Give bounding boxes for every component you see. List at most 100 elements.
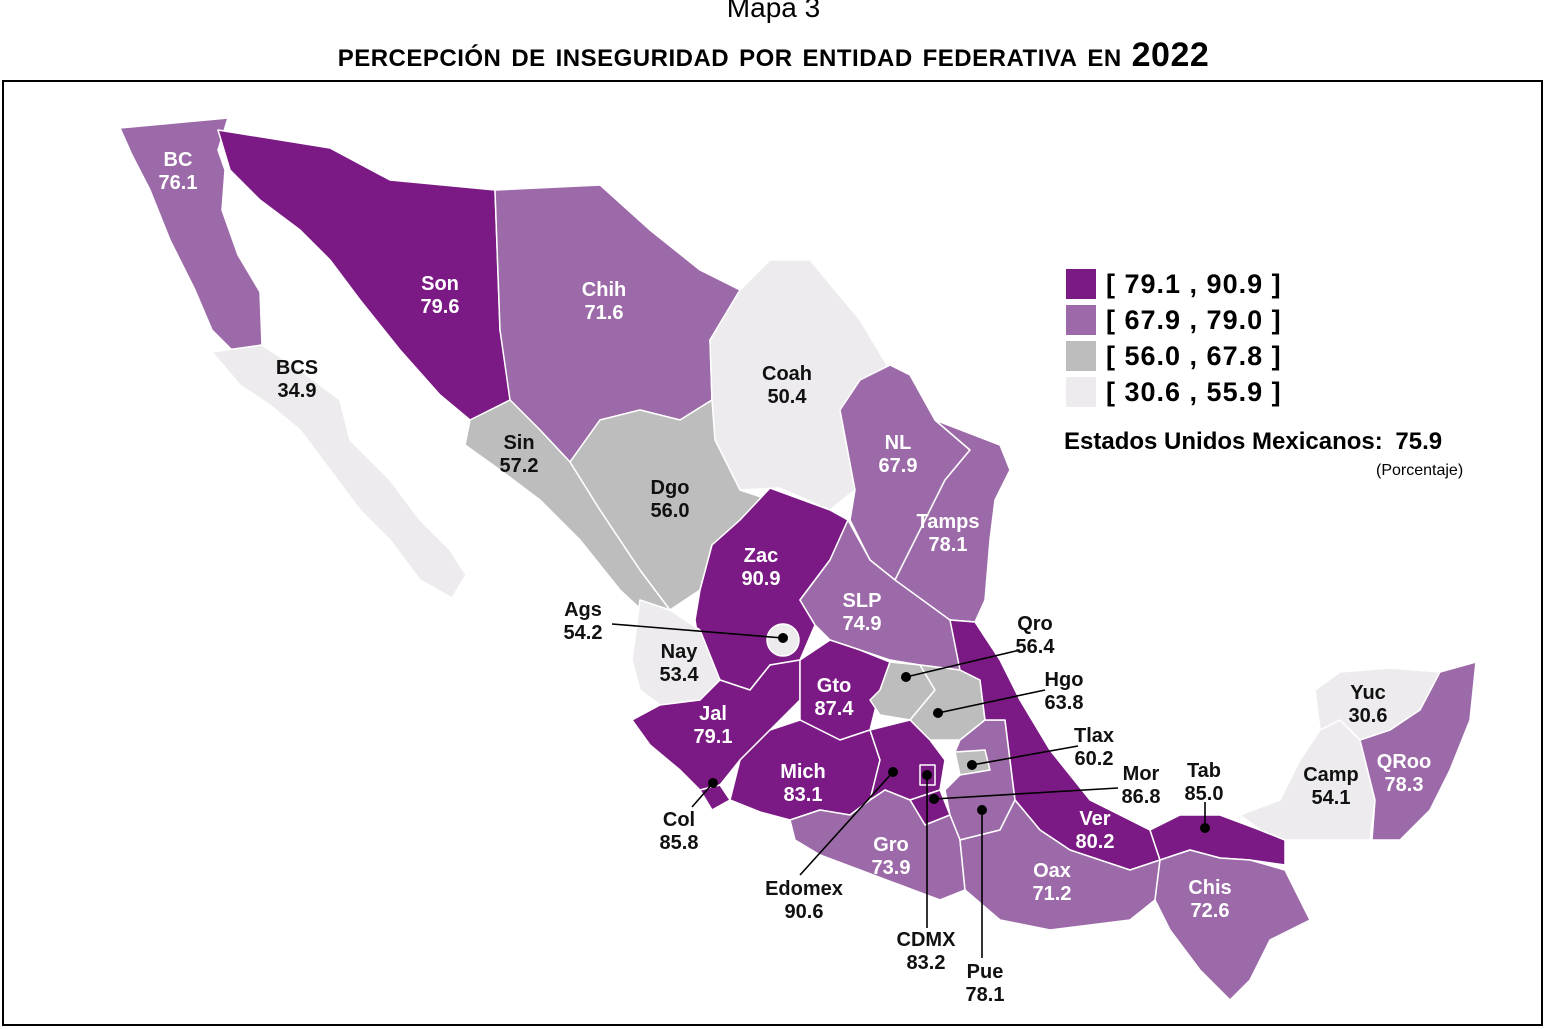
label-Zac-value: 90.9: [742, 568, 781, 590]
label-Oax-abbr: Oax: [1033, 860, 1071, 882]
label-Chis-abbr: Chis: [1188, 877, 1231, 899]
label-QRoo-abbr: QRoo: [1377, 751, 1431, 773]
label-Camp-value: 54.1: [1312, 787, 1351, 809]
state-Chis[interactable]: [1154, 849, 1311, 1001]
legend-swatch: [1066, 269, 1096, 299]
label-Mor-abbr: Mor: [1123, 763, 1160, 785]
legend-label: [ 67.9 , 79.0 ]: [1106, 304, 1282, 335]
label-Camp-abbr: Camp: [1303, 764, 1359, 786]
label-Nay-abbr: Nay: [661, 641, 699, 663]
label-Yuc-abbr: Yuc: [1350, 682, 1386, 704]
label-Pue-abbr: Pue: [967, 961, 1004, 983]
legend: [ 79.1 , 90.9 ] [ 67.9 , 79.0 ] [ 56.0 ,…: [1066, 266, 1282, 410]
label-Mich-value: 83.1: [784, 784, 823, 806]
leader-Col: [691, 782, 714, 808]
marker-dots: [708, 633, 1210, 833]
label-CDMX-value: 83.2: [907, 952, 946, 974]
leader-Ags: [611, 623, 784, 639]
label-Dgo-abbr: Dgo: [651, 477, 690, 499]
label-Sin-abbr: Sin: [503, 432, 534, 454]
label-BC-abbr: BC: [164, 149, 193, 171]
label-Ver-abbr: Ver: [1079, 808, 1110, 830]
label-Pue-value: 78.1: [966, 984, 1005, 1006]
state-Gto[interactable]: [799, 639, 891, 741]
label-Hgo-abbr: Hgo: [1045, 669, 1084, 691]
label-Chis-value: 72.6: [1191, 900, 1230, 922]
label-Edomex-value: 90.6: [785, 901, 824, 923]
label-Tamps-value: 78.1: [929, 534, 968, 556]
leader-Edomex: [799, 771, 894, 876]
leader-Hgo: [937, 689, 1046, 714]
leader-Qro: [905, 649, 1021, 678]
leader-Mor: [933, 787, 1119, 800]
leader-Tlax: [971, 745, 1079, 766]
label-Gto-value: 87.4: [815, 698, 855, 720]
label-BCS-value: 34.9: [278, 380, 317, 402]
state-BCS[interactable]: [211, 344, 467, 599]
legend-swatch: [1066, 377, 1096, 407]
label-BCS-abbr: BCS: [276, 357, 318, 379]
legend-item: [ 79.1 , 90.9 ]: [1066, 266, 1282, 302]
label-SLP-abbr: SLP: [843, 590, 882, 612]
label-Col-value: 85.8: [660, 832, 699, 854]
legend-label: [ 79.1 , 90.9 ]: [1106, 268, 1282, 299]
label-Tlax-value: 60.2: [1075, 748, 1114, 770]
label-Son-abbr: Son: [421, 273, 459, 295]
label-Dgo-value: 56.0: [651, 500, 690, 522]
legend-item: [ 67.9 , 79.0 ]: [1066, 302, 1282, 338]
label-Hgo-value: 63.8: [1045, 692, 1084, 714]
legend-item: [ 56.0 , 67.8 ]: [1066, 338, 1282, 374]
label-Edomex-abbr: Edomex: [765, 878, 843, 900]
map-frame: [2, 80, 1543, 1026]
map-title: Percepción de inseguridad por entidad fe…: [337, 36, 1210, 74]
label-Gto-abbr: Gto: [817, 675, 851, 697]
label-Chih-value: 71.6: [585, 302, 624, 324]
label-Qro-value: 56.4: [1016, 636, 1056, 658]
label-Tamps-abbr: Tamps: [917, 511, 980, 533]
label-NL-abbr: NL: [885, 432, 912, 454]
label-Tab-value: 85.0: [1185, 783, 1224, 805]
state-labels: BC 76.1 BCS 34.9 Son 79.6 Chih 71.6 Coah…: [159, 149, 1432, 1006]
label-Son-value: 79.6: [421, 296, 460, 318]
national-total: Estados Unidos Mexicanos: 75.9: [1064, 428, 1442, 456]
label-Zac-abbr: Zac: [744, 545, 778, 567]
label-Ags-value: 54.2: [564, 622, 603, 644]
legend-swatch: [1066, 305, 1096, 335]
label-BC-value: 76.1: [159, 172, 198, 194]
label-Jal-value: 79.1: [694, 726, 733, 748]
label-QRoo-value: 78.3: [1385, 774, 1424, 796]
label-Qro-abbr: Qro: [1017, 613, 1053, 635]
map-number: Mapa 3: [726, 0, 821, 23]
label-Sin-value: 57.2: [500, 455, 539, 477]
unit-label: (Porcentaje): [1376, 462, 1464, 479]
label-CDMX-abbr: CDMX: [897, 929, 957, 951]
label-Nay-value: 53.4: [660, 664, 700, 686]
label-Tlax-abbr: Tlax: [1074, 725, 1114, 747]
legend-label: [ 56.0 , 67.8 ]: [1106, 340, 1282, 371]
label-NL-value: 67.9: [879, 455, 918, 477]
national-value: 75.9: [1395, 428, 1443, 455]
label-Chih-abbr: Chih: [582, 279, 626, 301]
label-Coah-value: 50.4: [768, 386, 808, 408]
state-Son[interactable]: [217, 129, 516, 426]
label-Gro-abbr: Gro: [873, 834, 909, 856]
label-Gro-value: 73.9: [872, 857, 911, 879]
label-Ags-abbr: Ags: [564, 599, 602, 621]
label-SLP-value: 74.9: [843, 613, 882, 635]
state-QRoo[interactable]: [1359, 661, 1477, 841]
label-Col-abbr: Col: [663, 809, 695, 831]
label-Yuc-value: 30.6: [1349, 705, 1388, 727]
label-Jal-abbr: Jal: [699, 703, 727, 725]
label-Coah-abbr: Coah: [762, 363, 812, 385]
national-label: Estados Unidos Mexicanos:: [1064, 428, 1383, 455]
label-Oax-value: 71.2: [1033, 883, 1072, 905]
label-Mor-value: 86.8: [1122, 786, 1161, 808]
legend-swatch: [1066, 341, 1096, 371]
label-Mich-abbr: Mich: [780, 761, 826, 783]
legend-item: [ 30.6 , 55.9 ]: [1066, 374, 1282, 410]
legend-label: [ 30.6 , 55.9 ]: [1106, 376, 1282, 407]
state-Col[interactable]: [699, 784, 731, 811]
label-Tab-abbr: Tab: [1187, 760, 1221, 782]
label-Ver-value: 80.2: [1076, 831, 1115, 853]
